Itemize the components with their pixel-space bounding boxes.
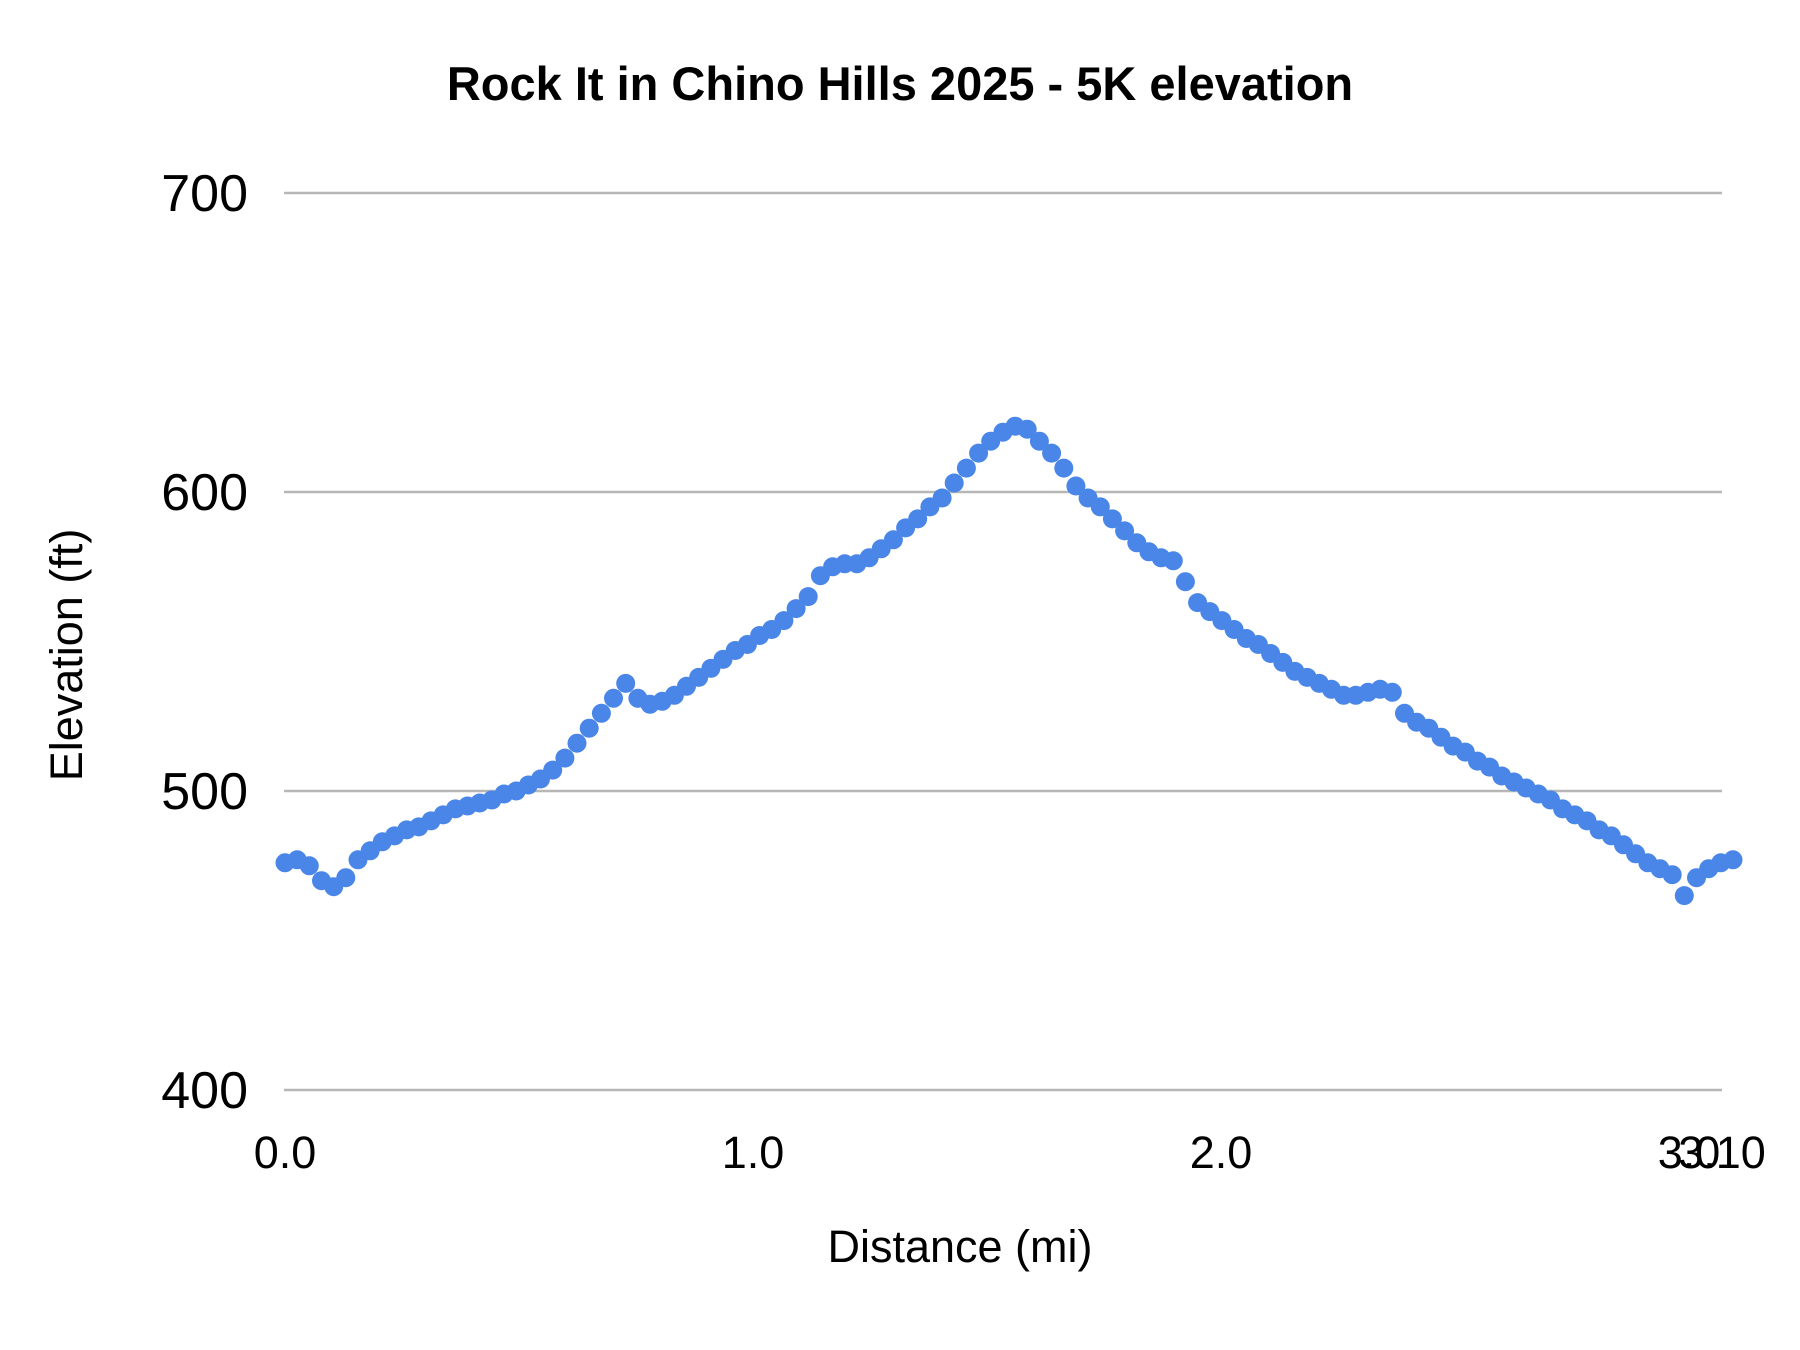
x-tick-label: 1.0: [722, 1127, 785, 1178]
data-point: [555, 748, 575, 768]
y-axis-title: Elevation (ft): [41, 529, 92, 782]
x-tick-label: 2.0: [1190, 1127, 1253, 1178]
data-point: [1674, 886, 1694, 906]
data-point: [798, 587, 818, 607]
data-point: [1054, 458, 1074, 478]
data-point: [579, 718, 599, 738]
data-point: [543, 760, 563, 780]
data-point: [1017, 419, 1037, 439]
y-tick-label: 500: [161, 763, 248, 821]
data-point: [883, 530, 903, 550]
x-tick-label: 3.0: [1658, 1127, 1721, 1178]
y-tick-label: 700: [161, 165, 248, 223]
data-series: [275, 416, 1743, 906]
data-point: [1115, 521, 1135, 541]
y-axis-tick-labels: 400 500 600 700: [161, 165, 248, 1120]
data-point: [1102, 509, 1122, 529]
x-max-label: 3.10: [1678, 1127, 1766, 1178]
y-tick-label: 600: [161, 464, 248, 522]
data-point: [336, 868, 356, 888]
data-point: [591, 703, 611, 723]
gridlines: [284, 191, 1722, 1092]
data-point: [969, 443, 989, 463]
x-axis-title: Distance (mi): [827, 1221, 1092, 1272]
data-point: [604, 688, 623, 708]
data-point: [774, 611, 794, 631]
data-point: [1175, 572, 1195, 592]
data-point: [1382, 682, 1402, 702]
data-point: [932, 488, 952, 508]
data-point: [944, 473, 964, 493]
data-point: [616, 673, 636, 693]
data-point: [299, 856, 319, 876]
data-point: [1723, 850, 1743, 870]
data-point: [1029, 431, 1049, 451]
x-tick-label: 0.0: [254, 1127, 317, 1178]
data-point: [908, 509, 928, 529]
data-point: [1066, 476, 1086, 496]
chart-title: Rock It in Chino Hills 2025 - 5K elevati…: [447, 57, 1353, 110]
data-point: [1163, 551, 1183, 571]
data-point: [1090, 497, 1110, 517]
y-tick-label: 400: [161, 1062, 248, 1120]
x-axis-tick-labels: 0.0 1.0 2.0 3.03.10: [254, 1127, 1766, 1178]
data-point: [1042, 443, 1062, 463]
data-point: [1662, 865, 1682, 885]
data-point: [567, 733, 587, 753]
data-point: [956, 458, 976, 478]
data-point: [786, 599, 806, 619]
